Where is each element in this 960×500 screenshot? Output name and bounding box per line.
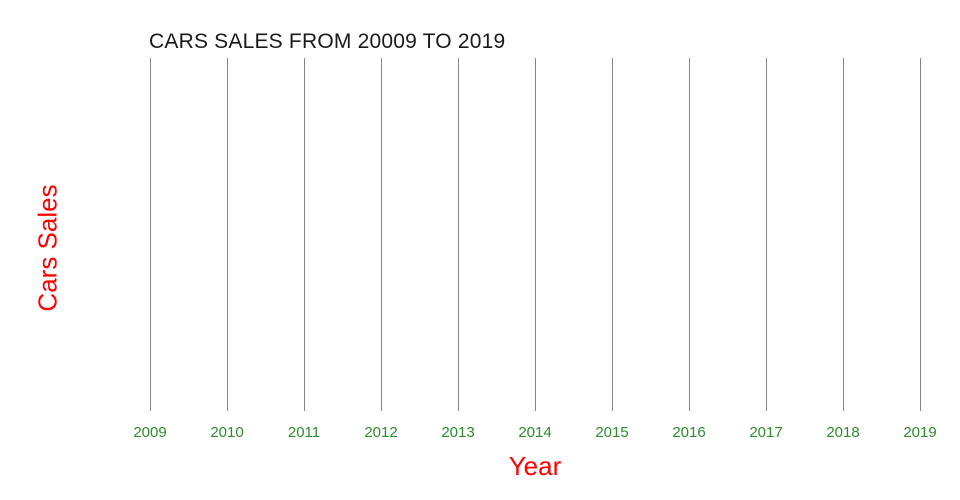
vertical-gridline [765,58,767,411]
x-tick-label: 2013 [441,424,475,441]
vertical-gridline [149,58,151,411]
x-tick-label: 2018 [826,424,860,441]
x-tick-label: 2010 [210,424,244,441]
vertical-gridline [919,58,921,411]
x-tick-label: 2012 [364,424,398,441]
x-axis-tick-labels: 2009 2010 2011 2012 2013 2014 2015 2016 2017 2018… [133,424,936,444]
x-tick-label: 2017 [749,424,783,441]
y-axis-title: Cars Sales [32,184,63,312]
plot-area [149,58,921,411]
vertical-gridline [688,58,690,411]
vertical-gridline [226,58,228,411]
vertical-gridline [611,58,613,411]
x-tick-label: 2009 [133,424,167,441]
vertical-gridline [303,58,305,411]
x-tick-label: 2014 [518,424,552,441]
vertical-gridline [380,58,382,411]
vertical-gridline [842,58,844,411]
x-axis-title: Year [508,451,562,481]
x-tick-label: 2019 [903,424,937,441]
chart-title: CARS SALES FROM 20009 TO 2019 [149,30,506,53]
x-tick-label: 2016 [672,424,706,441]
vertical-gridline [457,58,459,411]
x-tick-label: 2015 [595,424,629,441]
x-tick-label: 2011 [287,424,321,441]
vertical-gridline [534,58,536,411]
